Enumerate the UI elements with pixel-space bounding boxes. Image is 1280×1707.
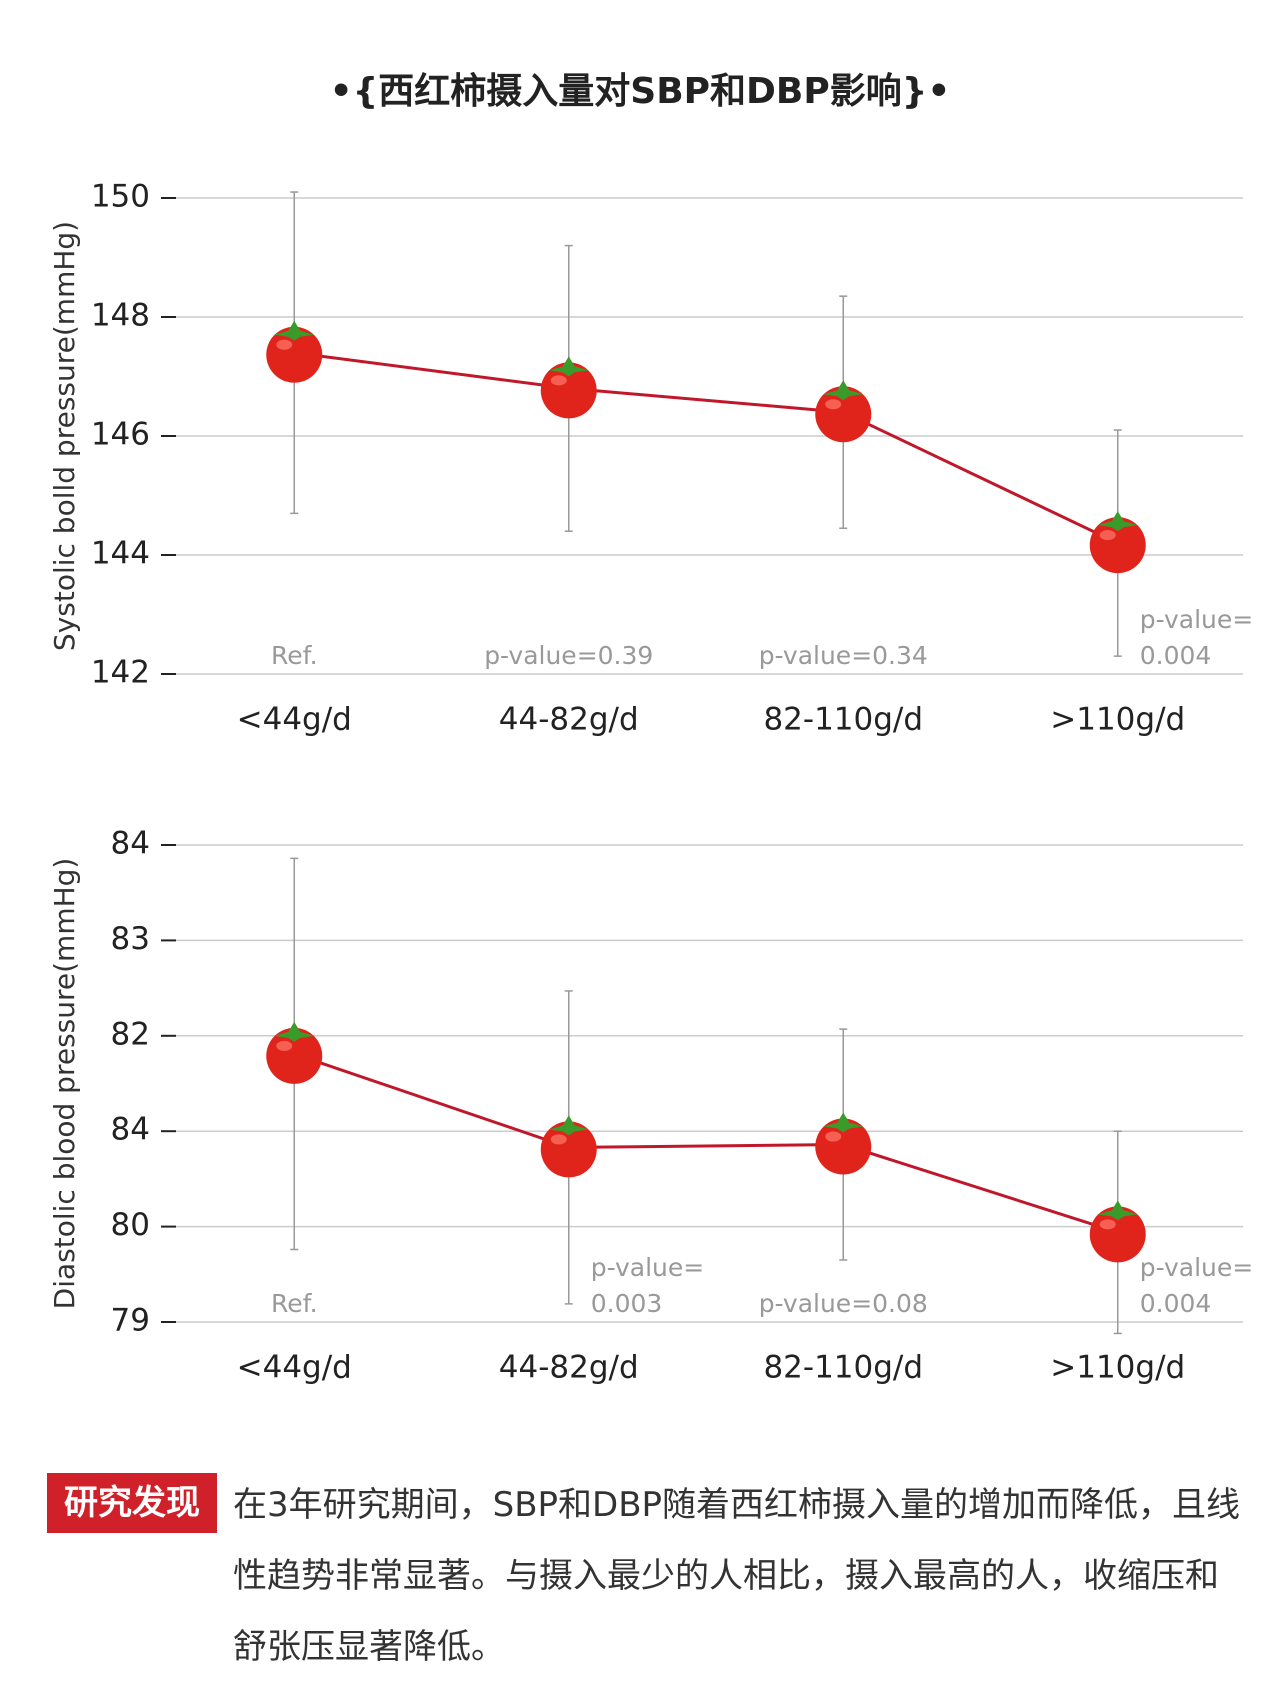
data-line [293,1052,1119,1234]
tomato-leaf [548,356,589,377]
finding-label: 研究发现 [47,1473,217,1533]
tomato-shine [1099,1219,1116,1230]
tomato-marker [1089,1200,1146,1263]
p-value-annotation: p-value= [1140,605,1253,634]
y-tick-label: 79 [111,1303,150,1339]
tomato-shine [825,399,842,410]
tomato-marker [266,1021,323,1084]
p-value-annotation: Ref. [271,641,318,670]
y-tick-label: 144 [91,536,150,572]
finding-text: 在3年研究期间，SBP和DBP随着西红柿摄入量的增加而降低，且线性趋势非常显著。… [233,1485,1241,1667]
y-tick-label: 148 [91,298,150,334]
tomato-shine [276,1040,293,1051]
tomato-shine [825,1131,842,1142]
tomato-marker [1089,511,1146,574]
x-tick-label: 44-82g/d [499,702,639,738]
x-tick-label: 82-110g/d [763,1350,923,1386]
x-tick-label: <44g/d [237,1350,352,1386]
y-tick-label: 82 [111,1016,150,1052]
p-value-annotation: p-value=0.34 [759,641,928,670]
tomato-leaf [274,1021,315,1042]
tomato-shine [276,339,293,350]
tomato-marker [815,380,872,443]
x-tick-label: 44-82g/d [499,1350,639,1386]
y-tick-label: 84 [111,826,150,862]
p-value-annotation: 0.003 [591,1289,663,1318]
y-axis-label: Diastolic blood pressure(mmHg) [48,858,81,1310]
title: •{西红柿摄入量对SBP和DBP影响}• [329,71,951,112]
p-value-annotation: p-value=0.08 [759,1289,928,1318]
charts: Systolic bolld pressure(mmHg) 142 144 146 14… [48,179,1253,1386]
x-tick-label: <44g/d [237,702,352,738]
tomato-shine [550,1134,567,1145]
tomato-leaf [1097,511,1138,532]
y-tick-label: 150 [91,179,150,215]
tomato-marker [815,1112,872,1175]
p-value-annotation: p-value= [1140,1253,1253,1282]
p-value-annotation: 0.004 [1140,641,1212,670]
tomato-marker [540,1115,597,1178]
data-line [294,351,1119,545]
y-tick-label: 83 [111,921,150,957]
y-tick-label: 142 [91,655,150,691]
tomato-leaf [1097,1200,1138,1221]
p-value-annotation: 0.004 [1140,1289,1212,1318]
tomato-shine [550,375,567,386]
y-tick-label: 80 [111,1207,150,1243]
x-tick-label: >110g/d [1050,1350,1185,1386]
tomato-marker [540,356,597,419]
tomato-shine [1099,530,1116,541]
y-axis-label: Systolic bolld pressure(mmHg) [48,221,81,651]
y-tick-label: 84 [111,1112,150,1148]
tomato-leaf [274,320,315,341]
p-value-annotation: p-value= [591,1253,704,1282]
x-tick-label: 82-110g/d [763,702,923,738]
x-tick-label: >110g/d [1050,702,1185,738]
tomato-leaf [548,1115,589,1136]
p-value-annotation: p-value=0.39 [484,641,653,670]
tomato-leaf [823,380,864,401]
y-tick-label: 146 [91,417,150,453]
p-value-annotation: Ref. [271,1289,318,1318]
tomato-leaf [823,1112,864,1133]
tomato-marker [266,320,323,383]
